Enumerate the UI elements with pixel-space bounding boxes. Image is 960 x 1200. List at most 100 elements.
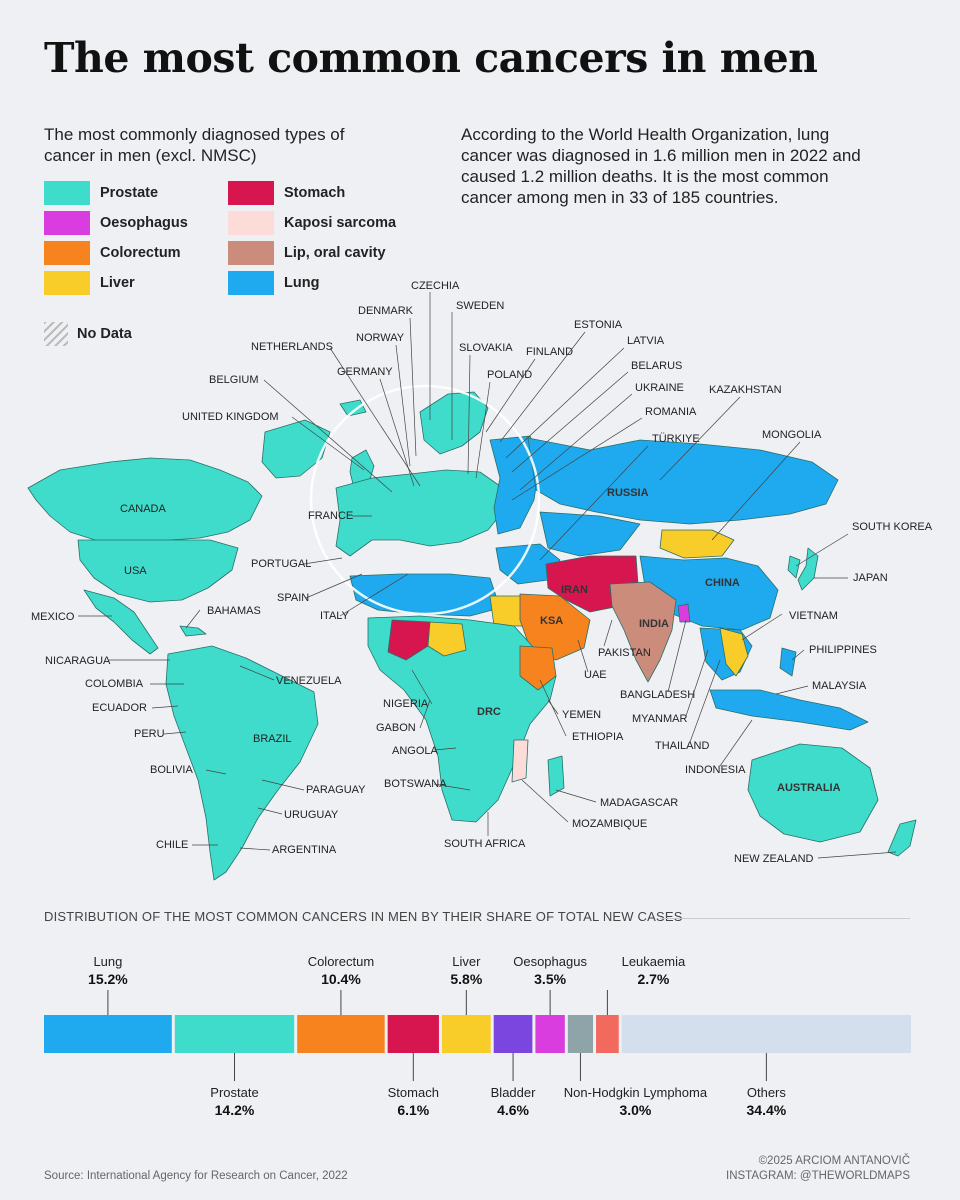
region-usa — [77, 539, 239, 603]
country-label: KAZAKHSTAN — [709, 384, 782, 396]
bar-segment-oesophagus — [535, 1015, 565, 1053]
bar-value-label: 10.4% — [321, 971, 361, 987]
legend-item-lung: Lung — [228, 271, 319, 295]
region-caribbean — [179, 625, 207, 637]
region-ethiopia-colorectum — [519, 645, 557, 691]
bar-segment-leukaemia — [596, 1015, 619, 1053]
country-label: NETHERLANDS — [251, 341, 333, 353]
bar-value-label: 3.0% — [619, 1102, 651, 1118]
region-madagascar — [547, 755, 565, 797]
region-mozambique-kaposi — [511, 739, 529, 783]
legend-item-oesophagus: Oesophagus — [44, 211, 188, 235]
legend-label: No Data — [77, 326, 132, 342]
bar-segment-others — [621, 1015, 911, 1053]
country-label: BELGIUM — [209, 374, 259, 386]
legend-label: Colorectum — [100, 245, 181, 261]
lung-cancer-note: According to the World Health Organizati… — [461, 125, 861, 207]
country-label: MALAYSIA — [812, 680, 867, 692]
country-label: ROMANIA — [645, 406, 697, 418]
legend-item-kaposi-sarcoma: Kaposi sarcoma — [228, 211, 396, 235]
region-central-asia — [539, 511, 641, 557]
country-label: URUGUAY — [284, 809, 339, 821]
legend-swatch — [228, 181, 274, 205]
bar-segment-colorectum — [297, 1015, 385, 1053]
country-label: MYANMAR — [632, 713, 687, 725]
bar-segment-liver — [441, 1015, 491, 1053]
country-label: BAHAMAS — [207, 605, 261, 617]
region-new-zealand — [887, 819, 917, 857]
distribution-title: DISTRIBUTION OF THE MOST COMMON CANCERS … — [44, 909, 683, 924]
country-label: PAKISTAN — [598, 647, 651, 659]
region-scandinavia — [419, 391, 489, 455]
country-label: BANGLADESH — [620, 689, 695, 701]
bar-category-label: Stomach — [388, 1085, 439, 1100]
country-label: BOTSWANA — [384, 778, 447, 790]
country-label: NORWAY — [356, 332, 405, 344]
country-label: RUSSIA — [607, 487, 649, 499]
country-label: NEW ZEALAND — [734, 853, 814, 865]
legend-label: Prostate — [100, 185, 159, 201]
bar-value-label: 15.2% — [88, 971, 128, 987]
country-label: ETHIOPIA — [572, 731, 624, 743]
bar-value-label: 3.5% — [534, 971, 566, 987]
country-label: ESTONIA — [574, 319, 623, 331]
country-label: MEXICO — [31, 611, 75, 623]
country-label: MADAGASCAR — [600, 797, 678, 809]
region-west-africa-liver — [427, 621, 467, 657]
country-label: UKRAINE — [635, 382, 684, 394]
legend-swatch — [228, 211, 274, 235]
country-label: UAE — [584, 669, 607, 681]
europe-magnifier-circle — [309, 384, 541, 616]
region-africa — [367, 615, 557, 823]
country-label: VIETNAM — [789, 610, 838, 622]
region-west-africa-stomach — [387, 619, 431, 661]
legend-item-lip-oral-cavity: Lip, oral cavity — [228, 241, 386, 265]
country-label: MONGOLIA — [762, 429, 822, 441]
region-southeast-asia-islands — [709, 689, 869, 731]
hatch-swatch — [44, 322, 68, 346]
region-japan — [797, 547, 819, 591]
region-mongolia — [659, 529, 735, 559]
bar-category-label: Colorectum — [308, 954, 374, 969]
legend-swatch — [44, 241, 90, 265]
country-label: UNITED KINGDOM — [182, 411, 279, 423]
region-iceland — [339, 399, 367, 417]
country-label: NICARAGUA — [45, 655, 111, 667]
bar-category-label: Non-Hodgkin Lymphoma — [564, 1085, 708, 1100]
country-label: ANGOLA — [392, 745, 439, 757]
credit-instagram: INSTAGRAM: @THEWORLDMAPS — [726, 1170, 910, 1182]
country-label: PHILIPPINES — [809, 644, 877, 656]
country-label: BRAZIL — [253, 733, 292, 745]
bar-value-label: 5.8% — [450, 971, 482, 987]
country-label: ITALY — [320, 610, 350, 622]
country-label: DRC — [477, 706, 501, 718]
leader-lines — [78, 292, 897, 859]
country-label: INDONESIA — [685, 764, 746, 776]
region-philippines — [779, 647, 797, 677]
country-label: KSA — [540, 615, 563, 627]
legend-item-colorectum: Colorectum — [44, 241, 181, 265]
country-label: SOUTH KOREA — [852, 521, 933, 533]
bar-segment-stomach — [387, 1015, 439, 1053]
region-north-africa-lung — [349, 573, 501, 617]
credit: ©2025 ARCIOM ANTANOVIČ INSTAGRAM: @THEWO… — [726, 1154, 910, 1184]
country-label: IRAN — [561, 584, 588, 596]
region-thailand-vietnam-liver — [719, 627, 749, 677]
region-western-europe — [335, 469, 505, 557]
bar-segment-non-hodgkin-lymphoma — [567, 1015, 594, 1053]
page-title: The most common cancers in men — [44, 34, 818, 82]
region-korea — [787, 555, 801, 579]
bar-value-label: 34.4% — [747, 1102, 787, 1118]
legend-swatch — [44, 271, 90, 295]
country-label: SPAIN — [277, 592, 309, 604]
country-label: PORTUGAL — [251, 558, 311, 570]
bar-category-label: Liver — [452, 954, 481, 969]
credit-author: ©2025 ARCIOM ANTANOVIČ — [758, 1155, 910, 1167]
country-label: SLOVAKIA — [459, 342, 513, 354]
country-label: GERMANY — [337, 366, 393, 378]
country-label: ECUADOR — [92, 702, 147, 714]
legend-label: Lung — [284, 275, 320, 291]
world-map: CANADA USA MEXICO BAHAMAS NICARAGUA COLO… — [27, 280, 933, 881]
bar-segment-lung — [44, 1015, 172, 1053]
legend-item-prostate: Prostate — [44, 181, 158, 205]
